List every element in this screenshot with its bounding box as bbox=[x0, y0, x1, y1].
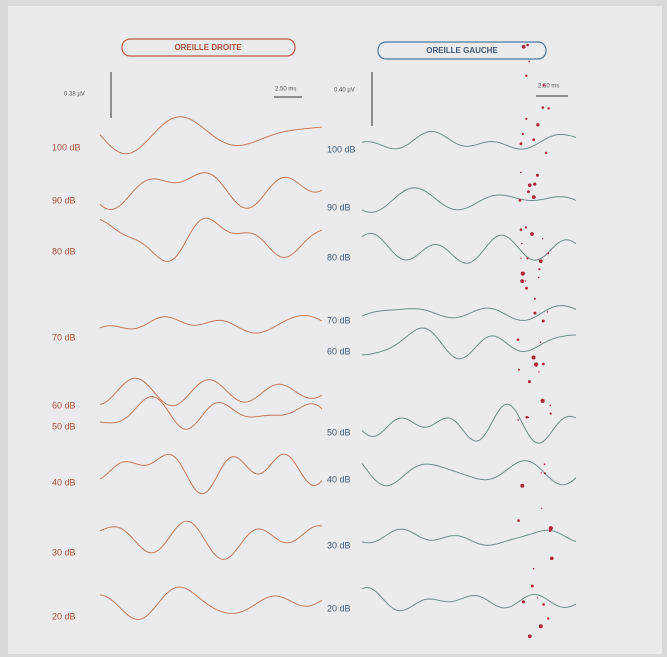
level-label: 90 dB bbox=[327, 202, 351, 212]
time-scale: 2.50 ms bbox=[538, 84, 559, 90]
speck bbox=[538, 268, 540, 270]
speck bbox=[540, 342, 541, 343]
level-label: 70 dB bbox=[327, 315, 351, 325]
speck bbox=[520, 142, 523, 145]
level-label: 30 dB bbox=[52, 547, 76, 557]
speck bbox=[530, 232, 534, 236]
speck bbox=[519, 199, 522, 202]
speck bbox=[525, 226, 527, 228]
speck bbox=[547, 252, 549, 254]
speck bbox=[541, 399, 545, 403]
speck bbox=[533, 312, 536, 315]
level-label: 20 dB bbox=[327, 603, 351, 613]
speck bbox=[547, 311, 548, 312]
level-label: 50 dB bbox=[52, 421, 76, 431]
speck bbox=[525, 280, 526, 281]
speck bbox=[517, 338, 520, 341]
level-label: 50 dB bbox=[327, 427, 351, 437]
speck bbox=[539, 624, 543, 628]
amplitude-scale: 0.40 µV bbox=[334, 88, 355, 94]
speck bbox=[534, 298, 536, 300]
speck bbox=[520, 484, 524, 488]
ear-test-printout: OREILLE DROITE OREILLE GAUCHE 0.38 µV 2.… bbox=[0, 0, 667, 657]
speck bbox=[547, 107, 549, 109]
level-label: 70 dB bbox=[52, 332, 76, 342]
speck bbox=[545, 152, 547, 154]
speck bbox=[525, 416, 528, 419]
level-label: 90 dB bbox=[52, 195, 76, 205]
speck bbox=[522, 600, 525, 603]
speck bbox=[525, 118, 527, 120]
speck bbox=[532, 138, 535, 141]
speck bbox=[542, 320, 545, 323]
level-label: 60 dB bbox=[327, 346, 351, 356]
speck bbox=[541, 472, 542, 473]
speck bbox=[529, 61, 530, 62]
speck bbox=[538, 371, 539, 372]
speck bbox=[528, 417, 529, 418]
speck bbox=[520, 172, 522, 174]
speck bbox=[525, 287, 528, 290]
speck bbox=[533, 568, 535, 570]
amplitude-scale: 0.38 µV bbox=[64, 92, 85, 98]
speck bbox=[531, 585, 534, 588]
speck bbox=[549, 526, 553, 530]
speck bbox=[528, 634, 532, 638]
speck bbox=[538, 277, 539, 278]
header: OREILLE GAUCHE bbox=[426, 46, 498, 55]
speck bbox=[534, 362, 538, 366]
speck bbox=[532, 356, 536, 360]
speck bbox=[550, 413, 552, 415]
speck bbox=[541, 508, 542, 509]
speck bbox=[532, 195, 536, 199]
speck bbox=[542, 106, 545, 109]
speck bbox=[528, 183, 532, 187]
speck bbox=[536, 123, 539, 126]
level-label: 100 dB bbox=[327, 144, 356, 154]
speck bbox=[525, 75, 527, 77]
speck bbox=[537, 597, 538, 598]
level-label: 40 dB bbox=[327, 474, 351, 484]
level-label: 100 dB bbox=[52, 142, 81, 152]
speck bbox=[520, 279, 524, 283]
level-label: 20 dB bbox=[52, 611, 76, 621]
speck bbox=[521, 272, 525, 276]
speck bbox=[542, 363, 545, 366]
speck bbox=[544, 463, 546, 465]
speck bbox=[526, 44, 529, 47]
speck bbox=[536, 174, 539, 177]
speck bbox=[547, 617, 549, 619]
paper bbox=[8, 6, 662, 654]
level-label: 40 dB bbox=[52, 477, 76, 487]
time-scale: 2.50 ms bbox=[275, 87, 296, 93]
speck bbox=[542, 603, 545, 606]
speck bbox=[522, 45, 526, 49]
speck bbox=[550, 405, 552, 407]
speck bbox=[520, 228, 523, 231]
speck bbox=[550, 557, 554, 561]
level-label: 80 dB bbox=[327, 252, 351, 262]
level-label: 30 dB bbox=[327, 540, 351, 550]
header: OREILLE DROITE bbox=[174, 43, 242, 52]
speck bbox=[522, 133, 524, 135]
speck bbox=[544, 472, 546, 474]
speck bbox=[533, 183, 536, 186]
level-label: 80 dB bbox=[52, 246, 76, 256]
speck bbox=[520, 258, 521, 259]
speck bbox=[518, 369, 520, 371]
speck bbox=[521, 243, 523, 245]
speck bbox=[527, 190, 530, 193]
speck bbox=[526, 257, 528, 259]
speck bbox=[517, 419, 519, 421]
speck bbox=[517, 519, 520, 522]
speck bbox=[542, 238, 543, 239]
speck bbox=[539, 259, 543, 263]
level-label: 60 dB bbox=[52, 400, 76, 410]
speck bbox=[528, 380, 531, 383]
speck bbox=[543, 84, 545, 86]
